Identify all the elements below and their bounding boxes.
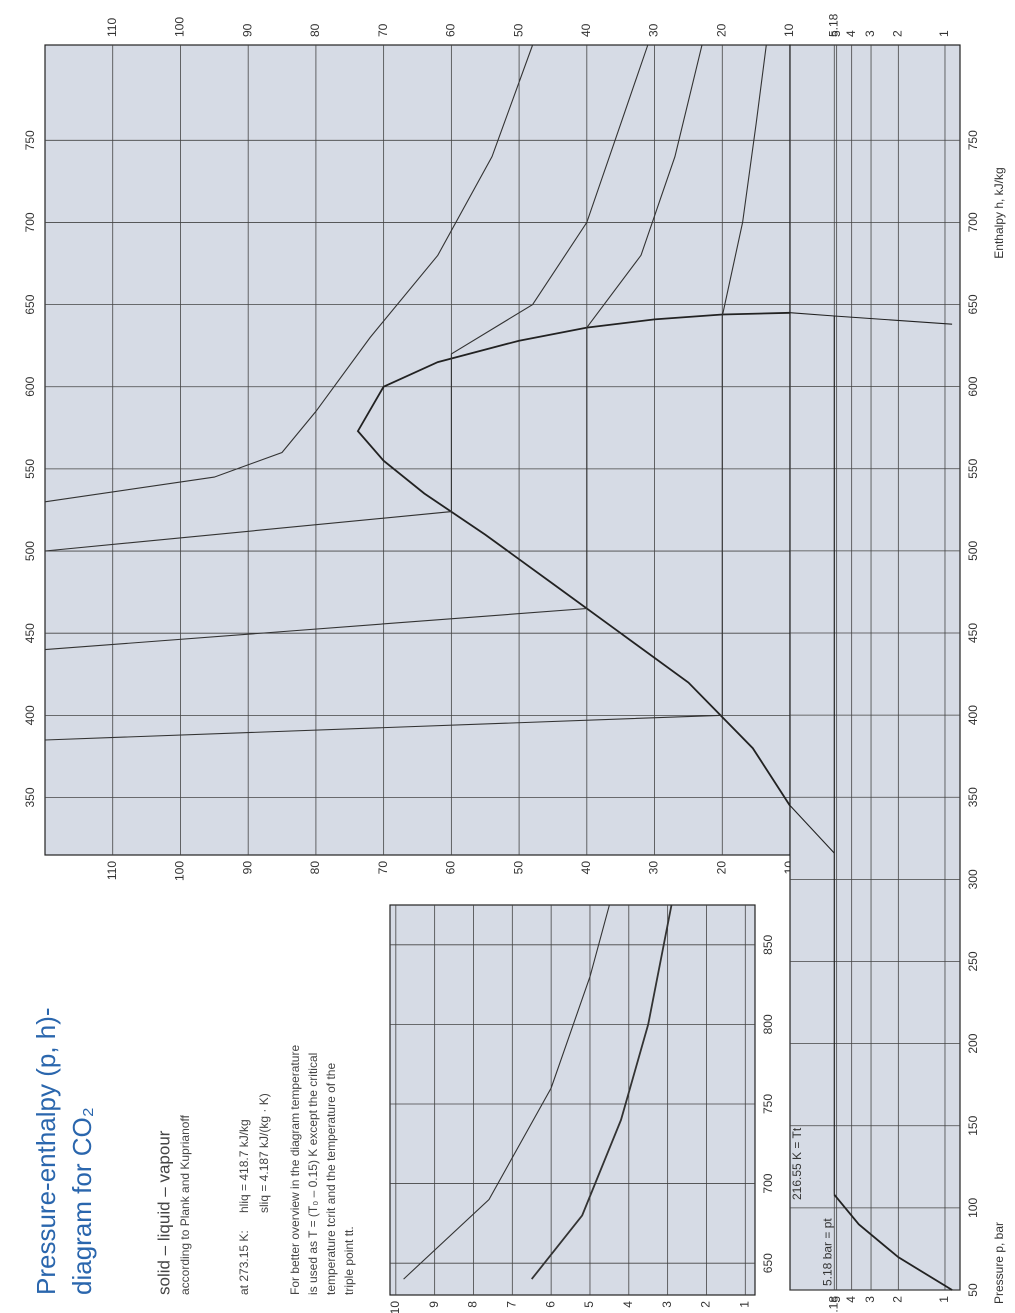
- x-tick-label: 800: [761, 1014, 775, 1034]
- y-tick-label: 70: [376, 861, 390, 875]
- y-tick-label: 4: [844, 30, 858, 37]
- x-tick-label: 200: [966, 1033, 980, 1053]
- y-tick-label: 3: [863, 30, 877, 37]
- y-tick-label: 1: [937, 30, 951, 37]
- y-tick-label: 100: [173, 861, 187, 881]
- y-tick-label: 60: [444, 23, 458, 37]
- x-tick-label: 50: [966, 1283, 980, 1297]
- x-tick-label: 550: [966, 458, 980, 478]
- y-tick-label: 40: [579, 23, 593, 37]
- x-axis-label: Enthalpy h, kJ/kg: [992, 167, 1006, 258]
- x-tick-label: 450: [23, 623, 37, 643]
- x-tick-label: 350: [23, 787, 37, 807]
- y-tick-label: 20: [714, 861, 728, 875]
- y-tick-label: 1: [737, 1301, 751, 1308]
- source: according to Plank and Kuprianoff: [178, 1114, 192, 1295]
- note-line: triple point tt.: [342, 1226, 356, 1295]
- x-tick-label: 700: [23, 212, 37, 232]
- x-tick-label: 250: [966, 951, 980, 971]
- title-line: diagram for CO₂: [67, 1107, 97, 1295]
- y-tick-label: 60: [444, 861, 458, 875]
- y-tick-label: 2: [699, 1301, 713, 1308]
- y-tick-label: 100: [173, 17, 187, 37]
- note-line: temperature tcrit and the temperature of…: [324, 1063, 338, 1295]
- rotated-sheet: Pressure-enthalpy (p, h)- diagram for CO…: [23, 13, 1006, 1313]
- y-tick-label: 50: [511, 23, 525, 37]
- y-tick-label: 6: [543, 1301, 557, 1308]
- x-tick-label: 100: [966, 1198, 980, 1218]
- y-tick-label: 9: [427, 1301, 441, 1308]
- x-tick-label: 300: [966, 869, 980, 889]
- y-tick-label: 80: [308, 23, 322, 37]
- subtitle: solid – liquid – vapour: [154, 1130, 173, 1295]
- x-tick-label: 750: [761, 1094, 775, 1114]
- x-tick-label: 650: [761, 1253, 775, 1273]
- y-tick-label: 2: [890, 1296, 904, 1303]
- x-tick-label: 450: [966, 623, 980, 643]
- y-tick-label: 7: [504, 1301, 518, 1308]
- y-tick-label: 30: [647, 23, 661, 37]
- y-tick-label: 110: [105, 18, 119, 37]
- x-tick-label: 550: [23, 459, 37, 479]
- y-tick-label: 110: [105, 861, 119, 880]
- note-line: is used as T = (T₀ – 0.15) K except the …: [306, 1053, 320, 1295]
- reference-s: sliq = 4.187 kJ/(kg · K): [257, 1093, 271, 1213]
- y-tick-label: 3: [660, 1301, 674, 1308]
- x-tick-label: 400: [23, 705, 37, 725]
- annotation: 5.18 bar = pt: [820, 1218, 834, 1286]
- y-tick-label: 5: [582, 1301, 596, 1308]
- y-tick-label: 20: [714, 23, 728, 37]
- note-line: For better overview in the diagram tempe…: [288, 1045, 302, 1295]
- x-tick-label: 350: [966, 787, 980, 807]
- x-tick-label: 650: [966, 294, 980, 314]
- chart: Pressure-enthalpy (p, h)- diagram for CO…: [0, 0, 1015, 1313]
- reference-h: hliq = 418.7 kJ/kg: [237, 1119, 251, 1213]
- title-line: Pressure-enthalpy (p, h)-: [31, 1007, 61, 1295]
- x-tick-label: 750: [966, 130, 980, 150]
- x-tick-label: 700: [966, 212, 980, 232]
- y-tick-label: 50: [511, 861, 525, 875]
- y-tick-label: 10: [782, 23, 796, 37]
- plot-area: [45, 45, 790, 855]
- x-tick-label: 500: [23, 541, 37, 561]
- annotation: 216.55 K = Tt: [790, 1127, 804, 1200]
- x-tick-label: 500: [966, 541, 980, 561]
- y-tick-label: 5.18: [826, 13, 840, 37]
- y-axis-label: Pressure p, bar: [992, 1222, 1006, 1304]
- y-tick-label: 8: [466, 1301, 480, 1308]
- reference-condition: at 273.15 K:: [237, 1230, 251, 1295]
- x-tick-label: 750: [23, 130, 37, 150]
- y-tick-label: 90: [240, 861, 254, 875]
- y-tick-label: 10: [388, 1301, 402, 1313]
- x-tick-label: 150: [966, 1115, 980, 1135]
- y-tick-label: 80: [308, 861, 322, 875]
- y-tick-label: 3: [863, 1296, 877, 1303]
- x-tick-label: 650: [23, 294, 37, 314]
- plot-area: [390, 905, 755, 1295]
- x-tick-label: 600: [23, 376, 37, 396]
- y-tick-label: 90: [240, 23, 254, 37]
- y-tick-label: 1: [937, 1296, 951, 1303]
- y-tick-label: 5.18: [826, 1296, 840, 1313]
- y-tick-label: 4: [844, 1296, 858, 1303]
- y-tick-label: 70: [376, 23, 390, 37]
- plot-area: [790, 45, 960, 1290]
- x-tick-label: 400: [966, 705, 980, 725]
- page: Pressure-enthalpy (p, h)- diagram for CO…: [0, 0, 1015, 1313]
- x-tick-label: 700: [761, 1173, 775, 1193]
- y-tick-label: 40: [579, 861, 593, 875]
- y-tick-label: 2: [890, 30, 904, 37]
- y-tick-label: 4: [621, 1301, 635, 1308]
- x-tick-label: 600: [966, 376, 980, 396]
- x-tick-label: 850: [761, 934, 775, 954]
- y-tick-label: 30: [647, 861, 661, 875]
